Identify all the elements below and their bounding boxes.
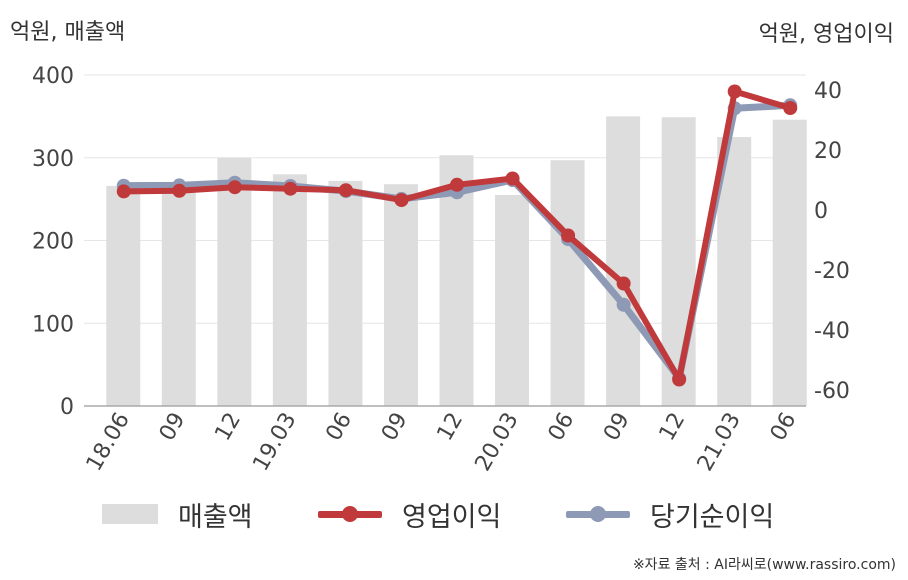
left-tick-label: 0 bbox=[60, 395, 74, 420]
operating-profit-point bbox=[172, 183, 187, 198]
left-tick-label: 200 bbox=[32, 230, 74, 255]
operating-profit-point bbox=[561, 228, 576, 243]
x-tick-label: 06 bbox=[544, 409, 580, 446]
operating-profit-point bbox=[783, 101, 798, 115]
revenue-bar bbox=[161, 186, 196, 406]
x-tick-label: 06 bbox=[766, 409, 802, 446]
legend-net-income-label: 당기순이익 bbox=[650, 501, 775, 533]
revenue-bar bbox=[383, 184, 418, 406]
operating-profit-point bbox=[283, 181, 298, 196]
right-tick-label: -40 bbox=[814, 319, 850, 344]
legend-revenue-label: 매출액 bbox=[178, 501, 253, 533]
left-tick-label: 300 bbox=[32, 147, 74, 172]
operating-profit-point bbox=[616, 276, 631, 291]
x-tick-label: 06 bbox=[321, 409, 357, 446]
x-tick-label: 18.06 bbox=[82, 409, 135, 476]
operating-profit-point bbox=[394, 193, 409, 208]
revenue-bar bbox=[550, 160, 585, 406]
x-tick-label: 09 bbox=[599, 409, 635, 446]
net-income-point bbox=[616, 297, 631, 312]
revenue-bar bbox=[106, 185, 141, 406]
legend-operating-profit-swatch bbox=[318, 502, 382, 526]
revenue-bar bbox=[606, 116, 641, 406]
x-tick-label: 19.03 bbox=[248, 409, 301, 476]
x-tick-label: 09 bbox=[155, 409, 191, 446]
revenue-bar bbox=[272, 174, 307, 406]
operating-profit-point bbox=[505, 171, 520, 186]
legend-item-revenue: 매출액 bbox=[102, 494, 253, 534]
operating-profit-point bbox=[727, 84, 742, 99]
legend-operating-profit-label: 영업이익 bbox=[402, 501, 502, 533]
right-tick-label: -20 bbox=[814, 259, 850, 284]
legend-item-net-income: 당기순이익 bbox=[566, 494, 774, 534]
x-tick-label: 09 bbox=[377, 409, 413, 446]
operating-profit-point bbox=[116, 184, 131, 199]
revenue-bar bbox=[772, 119, 807, 406]
legend-net-income-swatch bbox=[566, 502, 630, 526]
source-note: ※자료 출처 : AI라씨로(www.rassiro.com) bbox=[632, 557, 896, 573]
operating-profit-point bbox=[672, 372, 687, 387]
right-tick-label: -60 bbox=[814, 379, 850, 404]
x-tick-label: 12 bbox=[655, 409, 691, 446]
revenue-bar bbox=[495, 194, 530, 406]
operating-profit-point bbox=[450, 177, 464, 192]
x-tick-label: 21.03 bbox=[693, 409, 746, 476]
revenue-bar bbox=[328, 180, 363, 406]
left-tick-label: 100 bbox=[32, 312, 74, 337]
left-tick-label: 400 bbox=[32, 64, 74, 89]
left-axis-unit: 억원, 매출액 bbox=[10, 20, 126, 45]
right-tick-label: 20 bbox=[814, 139, 842, 164]
legend-revenue-swatch bbox=[102, 504, 158, 524]
operating-profit-point bbox=[338, 183, 353, 198]
x-tick-label: 12 bbox=[433, 409, 469, 446]
right-tick-label: 40 bbox=[814, 79, 842, 104]
x-tick-label: 20.03 bbox=[471, 409, 524, 476]
right-axis-unit: 억원, 영업이익 bbox=[758, 22, 894, 47]
x-tick-label: 12 bbox=[210, 409, 246, 446]
legend-item-operating-profit: 영업이익 bbox=[318, 494, 501, 534]
right-tick-label: 0 bbox=[814, 199, 828, 224]
operating-profit-point bbox=[227, 180, 242, 195]
revenue-bar bbox=[217, 157, 252, 406]
